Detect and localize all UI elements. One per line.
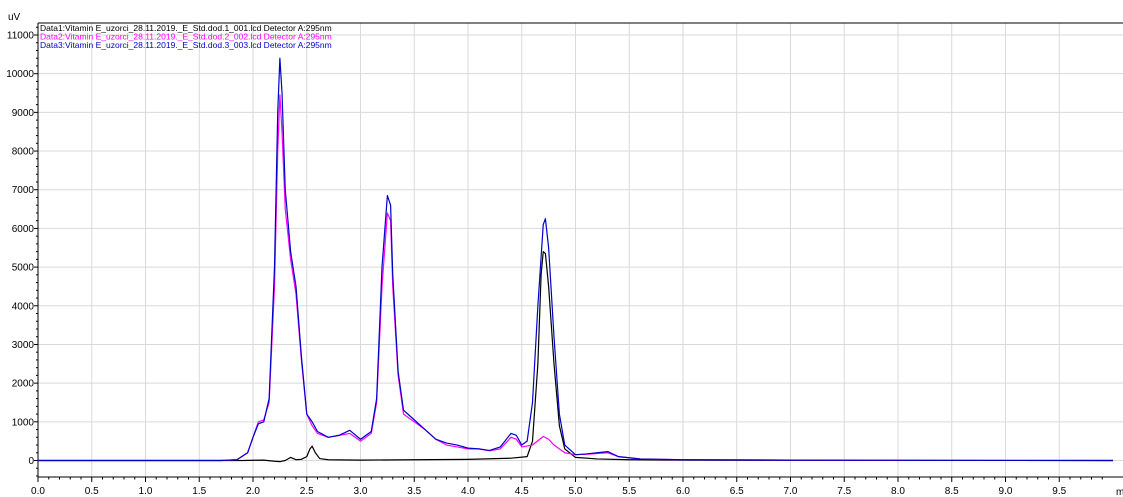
y-tick-label: 9000 <box>12 108 35 119</box>
x-tick-label: 6.5 <box>730 486 744 497</box>
x-tick-label: 7.5 <box>837 486 851 497</box>
x-tick-label: 8.5 <box>945 486 959 497</box>
x-tick-label: 4.0 <box>461 486 475 497</box>
x-tick-label: 8.0 <box>891 486 905 497</box>
x-tick-label: 2.5 <box>300 486 314 497</box>
x-tick-label: 3.5 <box>407 486 421 497</box>
y-tick-label: 11000 <box>7 31 35 42</box>
legend-entry-3: Data3:Vitamin E_uzorci_28.11.2019._E_Std… <box>40 40 332 50</box>
y-tick-label: 10000 <box>6 69 34 80</box>
y-tick-label: 7000 <box>12 185 35 196</box>
x-axis-label: m <box>1116 487 1123 497</box>
x-tick-label: 5.5 <box>622 486 636 497</box>
x-tick-label: 1.0 <box>139 486 153 497</box>
x-tick-label: 3.0 <box>354 486 368 497</box>
x-tick-label: 7.0 <box>784 486 798 497</box>
y-tick-label: 1000 <box>12 417 35 428</box>
y-tick-label: 5000 <box>12 263 35 274</box>
y-tick-label: 0 <box>28 456 34 467</box>
x-tick-label: 6.0 <box>676 486 690 497</box>
x-tick-label: 2.0 <box>246 486 260 497</box>
x-tick-label: 9.5 <box>1052 486 1066 497</box>
x-tick-label: 0.5 <box>85 486 99 497</box>
series-lines <box>38 57 1114 463</box>
x-tick-label: 0.0 <box>31 486 45 497</box>
legend: Data1:Vitamin E_uzorci_28.11.2019._E_Std… <box>40 23 332 50</box>
y-tick-label: 4000 <box>12 301 35 312</box>
series-line-3 <box>38 57 1114 462</box>
y-tick-label: 3000 <box>12 340 35 351</box>
legend-entry-1: Data1:Vitamin E_uzorci_28.11.2019._E_Std… <box>40 23 332 33</box>
y-tick-label: 6000 <box>12 224 35 235</box>
series-line-1 <box>38 251 1114 463</box>
legend-entry-2: Data2:Vitamin E_uzorci_28.11.2019._E_Std… <box>40 32 332 42</box>
x-tick-label: 4.5 <box>515 486 529 497</box>
y-tick-label: 8000 <box>12 147 35 158</box>
x-tick-label: 5.0 <box>569 486 583 497</box>
x-tick-label: 9.0 <box>999 486 1013 497</box>
y-axis-label: uV <box>8 12 21 23</box>
y-tick-label: 2000 <box>12 379 35 390</box>
x-tick-label: 1.5 <box>192 486 206 497</box>
x-ticks: 0.0 0.5 1.0 1.5 2.0 2.5 3.0 3.5 4.0 4.5 5.0 5.5 6.0 6… <box>31 477 1103 497</box>
grid-lines <box>38 23 1123 477</box>
y-ticks: 0 1000 2000 3000 4000 5000 6000 7000 8000 9000 100… <box>6 26 38 477</box>
